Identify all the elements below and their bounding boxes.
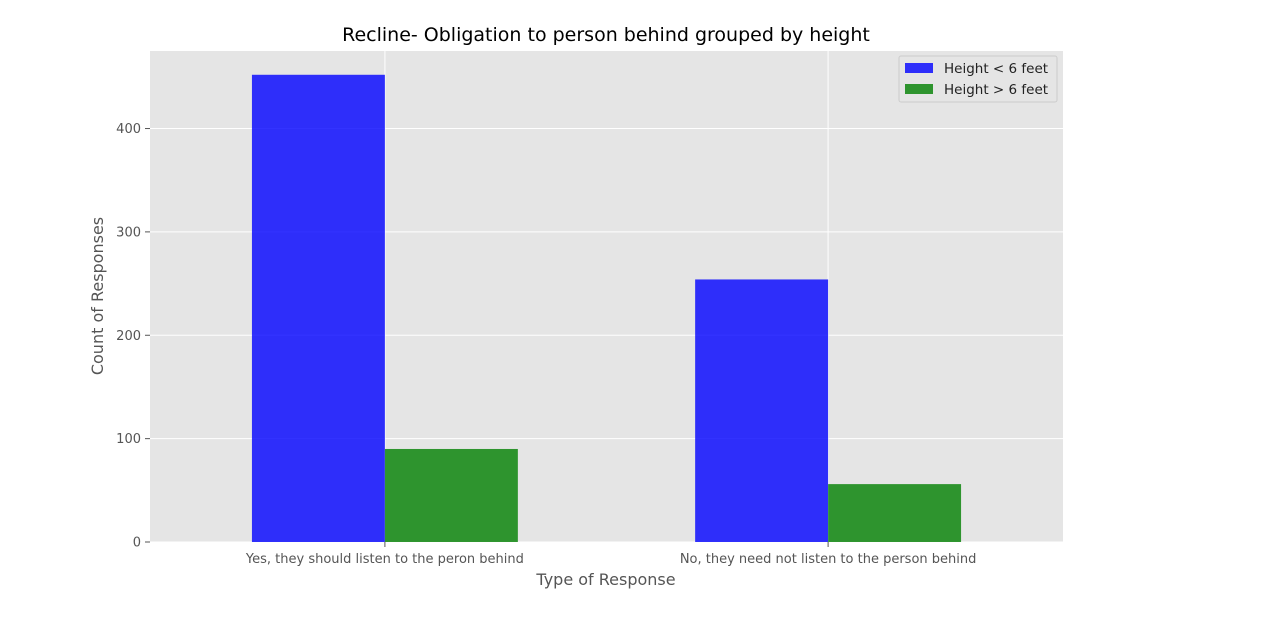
y-tick-label: 400 [116, 122, 141, 137]
x-tick-label: Yes, they should listen to the peron beh… [245, 552, 524, 567]
bar [251, 74, 385, 543]
y-axis-label: Count of Responses [88, 217, 107, 375]
legend-swatch [905, 63, 933, 73]
legend-label: Height > 6 feet [944, 82, 1048, 98]
y-tick-label: 300 [116, 225, 141, 240]
x-tick-label: No, they need not listen to the person b… [680, 552, 977, 567]
x-axis-ticks: Yes, they should listen to the peron beh… [245, 542, 976, 567]
legend-box [898, 55, 1058, 103]
bar [695, 279, 829, 542]
bar [828, 484, 962, 542]
y-tick-label: 100 [116, 432, 141, 447]
y-tick-label: 200 [116, 329, 141, 344]
legend-swatch [905, 84, 933, 94]
legend: Height < 6 feet Height > 6 feet [898, 55, 1058, 103]
y-axis-ticks: 0 100 200 300 400 [116, 122, 150, 551]
legend-label: Height < 6 feet [944, 61, 1048, 77]
x-axis-label: Type of Response [535, 570, 675, 589]
bar [384, 448, 518, 542]
chart-title: Recline- Obligation to person behind gro… [342, 24, 870, 46]
y-tick-label: 0 [133, 536, 141, 551]
bars [251, 74, 962, 543]
